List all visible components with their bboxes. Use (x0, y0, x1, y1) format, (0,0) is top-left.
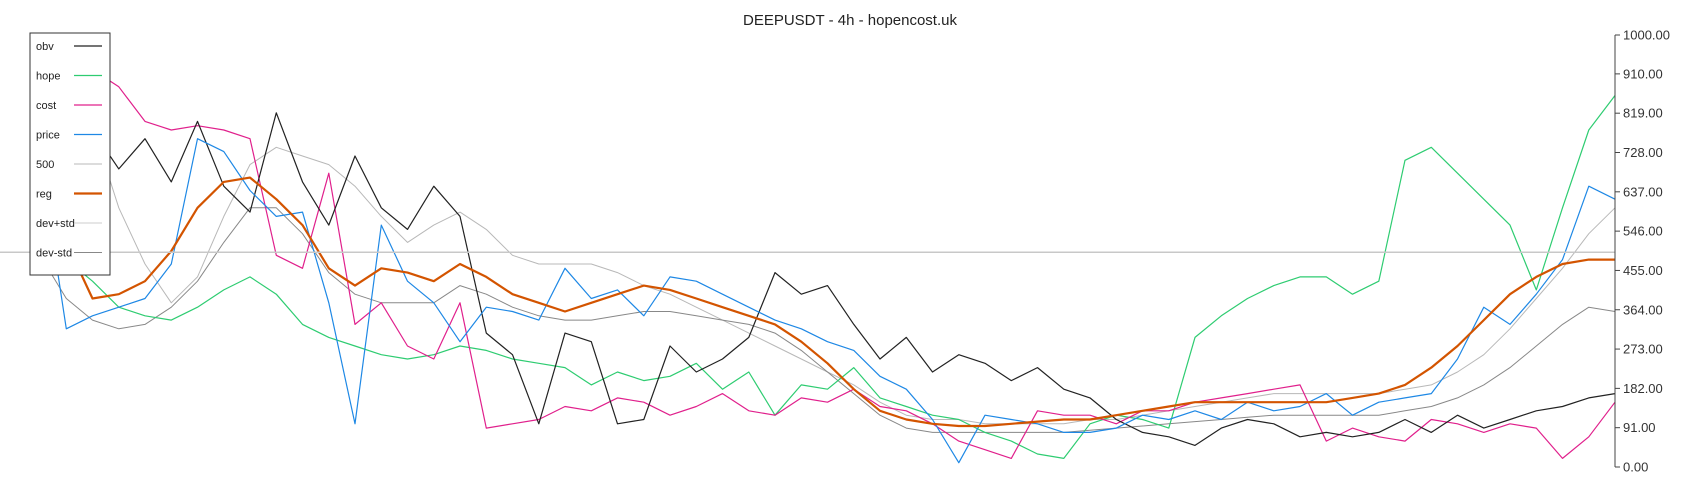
legend: obv hope cost price 500 reg dev+std dev-std (29, 32, 111, 276)
legend-label-reg: reg (36, 189, 52, 201)
legend-label-dev-std: dev-std (36, 248, 72, 260)
y-tick-label: 0.00 (1623, 460, 1648, 475)
legend-label-hope: hope (36, 71, 60, 83)
y-tick-label: 455.00 (1623, 263, 1663, 278)
series-line-hope (39, 95, 1616, 459)
y-tick-label: 546.00 (1623, 224, 1663, 239)
y-tick-label: 1000.00 (1623, 28, 1670, 43)
legend-label-obv: obv (36, 41, 54, 53)
y-tick-label: 91.00 (1623, 420, 1656, 435)
y-tick-label: 637.00 (1623, 184, 1663, 199)
y-tick-label: 910.00 (1623, 66, 1663, 81)
y-tick-label: 273.00 (1623, 342, 1663, 357)
y-tick-label: 728.00 (1623, 145, 1663, 160)
legend-label-dev-std: dev+std (36, 218, 75, 230)
series-line-reg (38, 168, 1615, 428)
y-axis: 0.00 91.00 182.00 273.00 364.00 455.00 546.00 6… (1614, 28, 1670, 475)
legend-label-500: 500 (36, 159, 54, 171)
y-tick-label: 182.00 (1623, 381, 1663, 396)
legend-label-price: price (36, 130, 60, 142)
series-line-price (39, 138, 1616, 464)
legend-box (29, 32, 111, 276)
series-layer (38, 38, 1616, 464)
legend-label-cost: cost (36, 100, 56, 112)
chart-title: DEEPUSDT - 4h - hopencost.uk (743, 12, 957, 29)
series-line-obv (39, 103, 1616, 446)
series-line-cost (39, 38, 1616, 459)
series-line-dev-std (39, 207, 1616, 433)
y-tick-label: 819.00 (1623, 106, 1663, 121)
y-tick-label: 364.00 (1623, 302, 1663, 317)
